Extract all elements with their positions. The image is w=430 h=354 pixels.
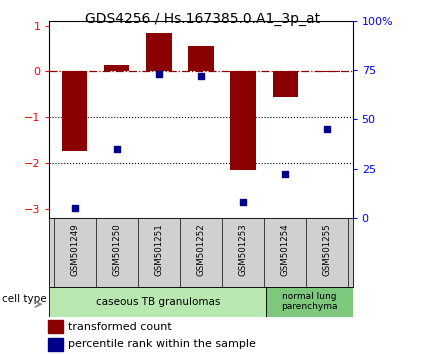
Text: GSM501253: GSM501253 (239, 223, 248, 276)
Text: caseous TB granulomas: caseous TB granulomas (95, 297, 220, 307)
Text: GSM501251: GSM501251 (154, 223, 163, 276)
Text: transformed count: transformed count (68, 322, 172, 332)
Text: GSM501254: GSM501254 (281, 223, 290, 276)
Bar (49, 338, 63, 351)
Bar (49, 320, 63, 333)
Text: GDS4256 / Hs.167385.0.A1_3p_at: GDS4256 / Hs.167385.0.A1_3p_at (85, 12, 319, 27)
Bar (266, 287, 353, 317)
Point (71, 205, 78, 211)
Text: GSM501255: GSM501255 (323, 223, 332, 276)
Text: GSM501250: GSM501250 (112, 223, 121, 276)
Point (198, 73, 205, 79)
Text: GSM501252: GSM501252 (197, 223, 206, 276)
Bar (104, 65, 129, 72)
Bar (62, 72, 87, 152)
Text: percentile rank within the sample: percentile rank within the sample (68, 339, 256, 349)
Point (156, 72, 163, 77)
Point (240, 199, 246, 205)
Bar (188, 46, 214, 72)
Bar (146, 33, 172, 72)
Bar (49, 287, 266, 317)
Text: cell type: cell type (3, 294, 47, 304)
Point (324, 126, 331, 132)
Text: GSM501249: GSM501249 (70, 223, 79, 276)
Bar (315, 72, 340, 73)
Bar (230, 72, 256, 170)
Point (282, 172, 289, 177)
Point (114, 146, 120, 152)
Bar (273, 72, 298, 97)
Text: normal lung
parenchyma: normal lung parenchyma (281, 292, 338, 312)
